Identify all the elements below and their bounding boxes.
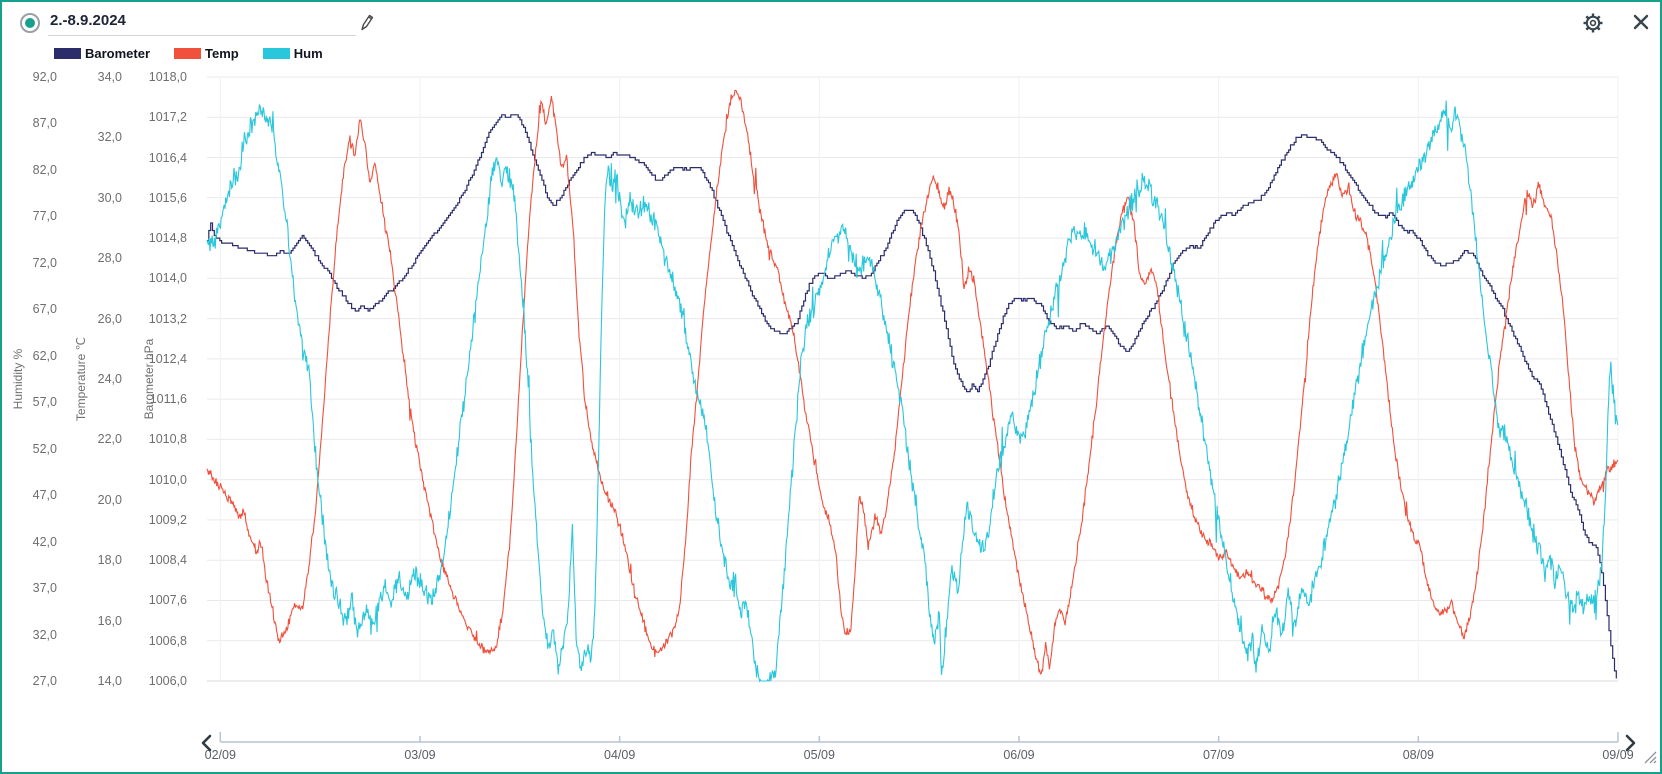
settings-gear-icon[interactable] xyxy=(1582,12,1604,34)
legend-label: Barometer xyxy=(85,46,151,61)
legend-swatch xyxy=(174,48,202,59)
barometer-tick-label: 1006,8 xyxy=(148,633,187,648)
humidity-tick-label: 82,0 xyxy=(32,162,57,177)
barometer-tick-label: 1017,2 xyxy=(148,110,187,125)
temperature-tick-label: 22,0 xyxy=(97,432,122,447)
barometer-tick-label: 1014,8 xyxy=(148,231,187,246)
barometer-tick-label: 1011,6 xyxy=(149,392,187,407)
temperature-tick-label: 32,0 xyxy=(97,130,122,145)
humidity-tick-label: 52,0 xyxy=(32,441,57,456)
temperature-tick-label: 24,0 xyxy=(97,372,122,386)
humidity-tick-label: 87,0 xyxy=(32,116,57,131)
chevron-right-icon[interactable] xyxy=(1622,733,1638,753)
legend-label: Hum xyxy=(293,46,323,61)
temperature-tick-label: 20,0 xyxy=(97,492,122,507)
legend-swatch xyxy=(262,48,290,59)
barometer-tick-label: 1014,0 xyxy=(148,271,187,286)
barometer-tick-label: 1009,2 xyxy=(148,512,187,527)
x-axis-date-label: 05/09 xyxy=(803,748,835,762)
legend-label: Temp xyxy=(205,46,239,61)
series-line-hum xyxy=(206,100,1619,683)
legend-swatch xyxy=(54,48,81,59)
humidity-tick-label: 77,0 xyxy=(32,209,57,224)
barometer-tick-label: 1007,6 xyxy=(148,593,187,608)
humidity-tick-label: 72,0 xyxy=(32,255,57,270)
x-axis-date-label: 03/09 xyxy=(404,748,436,762)
humidity-tick-label: 42,0 xyxy=(32,534,57,549)
barometer-tick-label: 1015,6 xyxy=(148,190,187,205)
humidity-tick-label: 27,0 xyxy=(32,674,57,688)
humidity-tick-label: 47,0 xyxy=(32,488,57,503)
edit-pencil-icon[interactable] xyxy=(358,13,376,33)
x-axis-date-label: 07/09 xyxy=(1203,748,1235,762)
temperature-tick-label: 30,0 xyxy=(97,190,122,205)
x-axis-date-label: 02/09 xyxy=(204,748,236,762)
legend-item-hum[interactable]: Hum xyxy=(262,46,323,61)
x-axis-date-label: 09/09 xyxy=(1602,748,1634,762)
temperature-tick-label: 14,0 xyxy=(97,674,122,688)
x-axis-date-label: 06/09 xyxy=(1003,748,1035,762)
radio-button-icon[interactable] xyxy=(19,12,41,34)
barometer-tick-label: 1010,0 xyxy=(148,472,187,487)
chevron-left-icon[interactable] xyxy=(199,733,215,753)
temperature-tick-label: 28,0 xyxy=(97,251,122,266)
legend-item-barometer[interactable]: Barometer xyxy=(54,46,150,61)
barometer-tick-label: 1012,4 xyxy=(148,351,187,366)
series-line-temp xyxy=(206,89,1619,675)
barometer-tick-label: 1008,4 xyxy=(148,553,187,568)
humidity-tick-label: 32,0 xyxy=(32,627,57,642)
series-line-barometer xyxy=(207,114,1617,679)
humidity-tick-label: 57,0 xyxy=(32,395,57,410)
barometer-tick-label: 1013,2 xyxy=(148,311,187,326)
chart-legend: Barometer Temp Hum xyxy=(54,46,323,61)
humidity-tick-label: 92,0 xyxy=(32,70,57,84)
barometer-tick-label: 1006,0 xyxy=(148,674,187,688)
close-icon[interactable] xyxy=(1632,13,1650,31)
humidity-tick-label: 67,0 xyxy=(32,302,57,317)
barometer-tick-label: 1018,0 xyxy=(148,70,187,84)
temperature-tick-label: 34,0 xyxy=(97,70,122,84)
humidity-tick-label: 62,0 xyxy=(32,348,57,363)
legend-item-temp[interactable]: Temp xyxy=(174,46,239,61)
temperature-tick-label: 18,0 xyxy=(97,553,122,568)
barometer-tick-label: 1010,8 xyxy=(148,432,187,447)
barometer-tick-label: 1016,4 xyxy=(148,150,187,165)
title-input[interactable] xyxy=(48,10,356,36)
x-axis-date-label: 04/09 xyxy=(604,748,636,762)
humidity-tick-label: 37,0 xyxy=(32,581,57,596)
temperature-tick-label: 26,0 xyxy=(97,311,122,326)
temperature-tick-label: 16,0 xyxy=(97,613,122,628)
resize-grip-icon[interactable] xyxy=(1643,750,1658,765)
x-axis-date-label: 08/09 xyxy=(1402,748,1434,762)
